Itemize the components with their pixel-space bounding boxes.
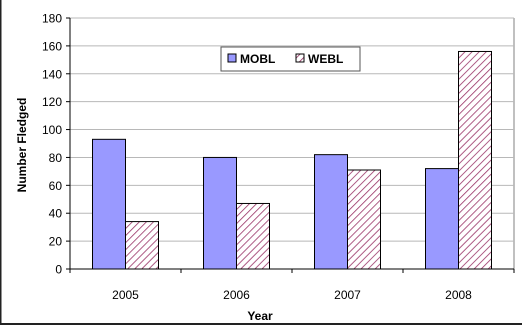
legend-label-mobl: MOBL <box>240 52 275 66</box>
y-tick-label: 140 <box>42 67 62 81</box>
y-tick-label: 180 <box>42 12 62 26</box>
bar-webl <box>348 170 381 269</box>
legend-label-webl: WEBL <box>308 52 343 66</box>
x-tick-label: 2007 <box>334 288 361 302</box>
y-tick-label: 160 <box>42 39 62 53</box>
bar-webl <box>459 51 492 269</box>
y-tick-label: 40 <box>49 207 63 221</box>
y-tick-label: 100 <box>42 123 62 137</box>
y-axis-title: Number Fledged <box>15 98 29 193</box>
x-tick-label: 2006 <box>223 288 250 302</box>
legend-swatch-webl <box>296 54 304 62</box>
bar-mobl <box>204 157 237 269</box>
x-axis-title: Year <box>247 309 273 323</box>
bar-mobl <box>426 169 459 269</box>
y-tick-label: 120 <box>42 95 62 109</box>
y-tick-label: 80 <box>49 151 63 165</box>
bar-webl <box>237 203 270 269</box>
bar-mobl <box>315 155 348 269</box>
x-tick-label: 2005 <box>112 288 139 302</box>
bar-mobl <box>93 139 126 269</box>
bar-webl <box>126 222 159 269</box>
legend-swatch-mobl <box>228 54 236 62</box>
y-tick-label: 60 <box>49 179 63 193</box>
x-tick-label: 2008 <box>445 288 472 302</box>
y-tick-label: 0 <box>55 263 62 277</box>
y-tick-label: 20 <box>49 235 63 249</box>
